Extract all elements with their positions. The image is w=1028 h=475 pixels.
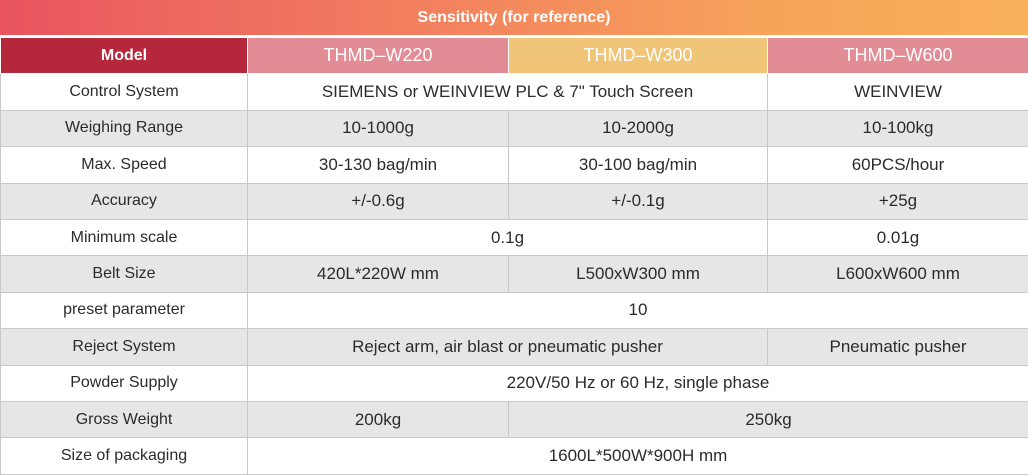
cell-max-speed-w220: 30-130 bag/min xyxy=(248,147,509,183)
table-row: Control System SIEMENS or WEINVIEW PLC &… xyxy=(1,74,1028,110)
table-row: Accuracy +/-0.6g +/-0.1g +25g xyxy=(1,183,1028,219)
cell-minimum-scale-w600: 0.01g xyxy=(768,219,1028,255)
row-label-gross-weight: Gross Weight xyxy=(1,401,248,437)
row-label-preset-parameter: preset parameter xyxy=(1,292,248,328)
header-thmd-w600: THMD–W600 xyxy=(768,38,1028,74)
table-row: Minimum scale 0.1g 0.01g xyxy=(1,219,1028,255)
table-row: Powder Supply 220V/50 Hz or 60 Hz, singl… xyxy=(1,365,1028,401)
cell-preset-parameter-all: 10 xyxy=(248,292,1028,328)
header-thmd-w220: THMD–W220 xyxy=(248,38,509,74)
cell-weighing-range-w300: 10-2000g xyxy=(509,110,768,146)
table-title: Sensitivity (for reference) xyxy=(0,0,1028,35)
header-model: Model xyxy=(1,38,248,74)
cell-reject-system-w600: Pneumatic pusher xyxy=(768,329,1028,365)
cell-accuracy-w300: +/-0.1g xyxy=(509,183,768,219)
row-label-accuracy: Accuracy xyxy=(1,183,248,219)
cell-max-speed-w600: 60PCS/hour xyxy=(768,147,1028,183)
cell-reject-system-w220-w300: Reject arm, air blast or pneumatic pushe… xyxy=(248,329,768,365)
table-row: Belt Size 420L*220W mm L500xW300 mm L600… xyxy=(1,256,1028,292)
cell-belt-size-w300: L500xW300 mm xyxy=(509,256,768,292)
header-row: Model THMD–W220 THMD–W300 THMD–W600 xyxy=(1,38,1028,74)
cell-belt-size-w220: 420L*220W mm xyxy=(248,256,509,292)
table-row: Gross Weight 200kg 250kg xyxy=(1,401,1028,437)
cell-control-system-w600: WEINVIEW xyxy=(768,74,1028,110)
table-row: Max. Speed 30-130 bag/min 30-100 bag/min… xyxy=(1,147,1028,183)
row-label-weighing-range: Weighing Range xyxy=(1,110,248,146)
row-label-minimum-scale: Minimum scale xyxy=(1,219,248,255)
cell-gross-weight-w300-w600: 250kg xyxy=(509,401,1028,437)
cell-powder-supply-all: 220V/50 Hz or 60 Hz, single phase xyxy=(248,365,1028,401)
row-label-powder-supply: Powder Supply xyxy=(1,365,248,401)
cell-belt-size-w600: L600xW600 mm xyxy=(768,256,1028,292)
cell-accuracy-w220: +/-0.6g xyxy=(248,183,509,219)
table-row: Reject System Reject arm, air blast or p… xyxy=(1,329,1028,365)
row-label-belt-size: Belt Size xyxy=(1,256,248,292)
row-label-max-speed: Max. Speed xyxy=(1,147,248,183)
cell-size-of-packaging-all: 1600L*500W*900H mm xyxy=(248,438,1028,474)
table-row: preset parameter 10 xyxy=(1,292,1028,328)
row-label-control-system: Control System xyxy=(1,74,248,110)
spec-table: Model THMD–W220 THMD–W300 THMD–W600 Cont… xyxy=(0,37,1028,475)
row-label-reject-system: Reject System xyxy=(1,329,248,365)
cell-gross-weight-w220: 200kg xyxy=(248,401,509,437)
header-thmd-w300: THMD–W300 xyxy=(509,38,768,74)
cell-weighing-range-w220: 10-1000g xyxy=(248,110,509,146)
row-label-size-of-packaging: Size of packaging xyxy=(1,438,248,474)
cell-minimum-scale-w220-w300: 0.1g xyxy=(248,219,768,255)
cell-weighing-range-w600: 10-100kg xyxy=(768,110,1028,146)
table-row: Weighing Range 10-1000g 10-2000g 10-100k… xyxy=(1,110,1028,146)
cell-accuracy-w600: +25g xyxy=(768,183,1028,219)
table-row: Size of packaging 1600L*500W*900H mm xyxy=(1,438,1028,474)
cell-control-system-w220-w300: SIEMENS or WEINVIEW PLC & 7" Touch Scree… xyxy=(248,74,768,110)
cell-max-speed-w300: 30-100 bag/min xyxy=(509,147,768,183)
